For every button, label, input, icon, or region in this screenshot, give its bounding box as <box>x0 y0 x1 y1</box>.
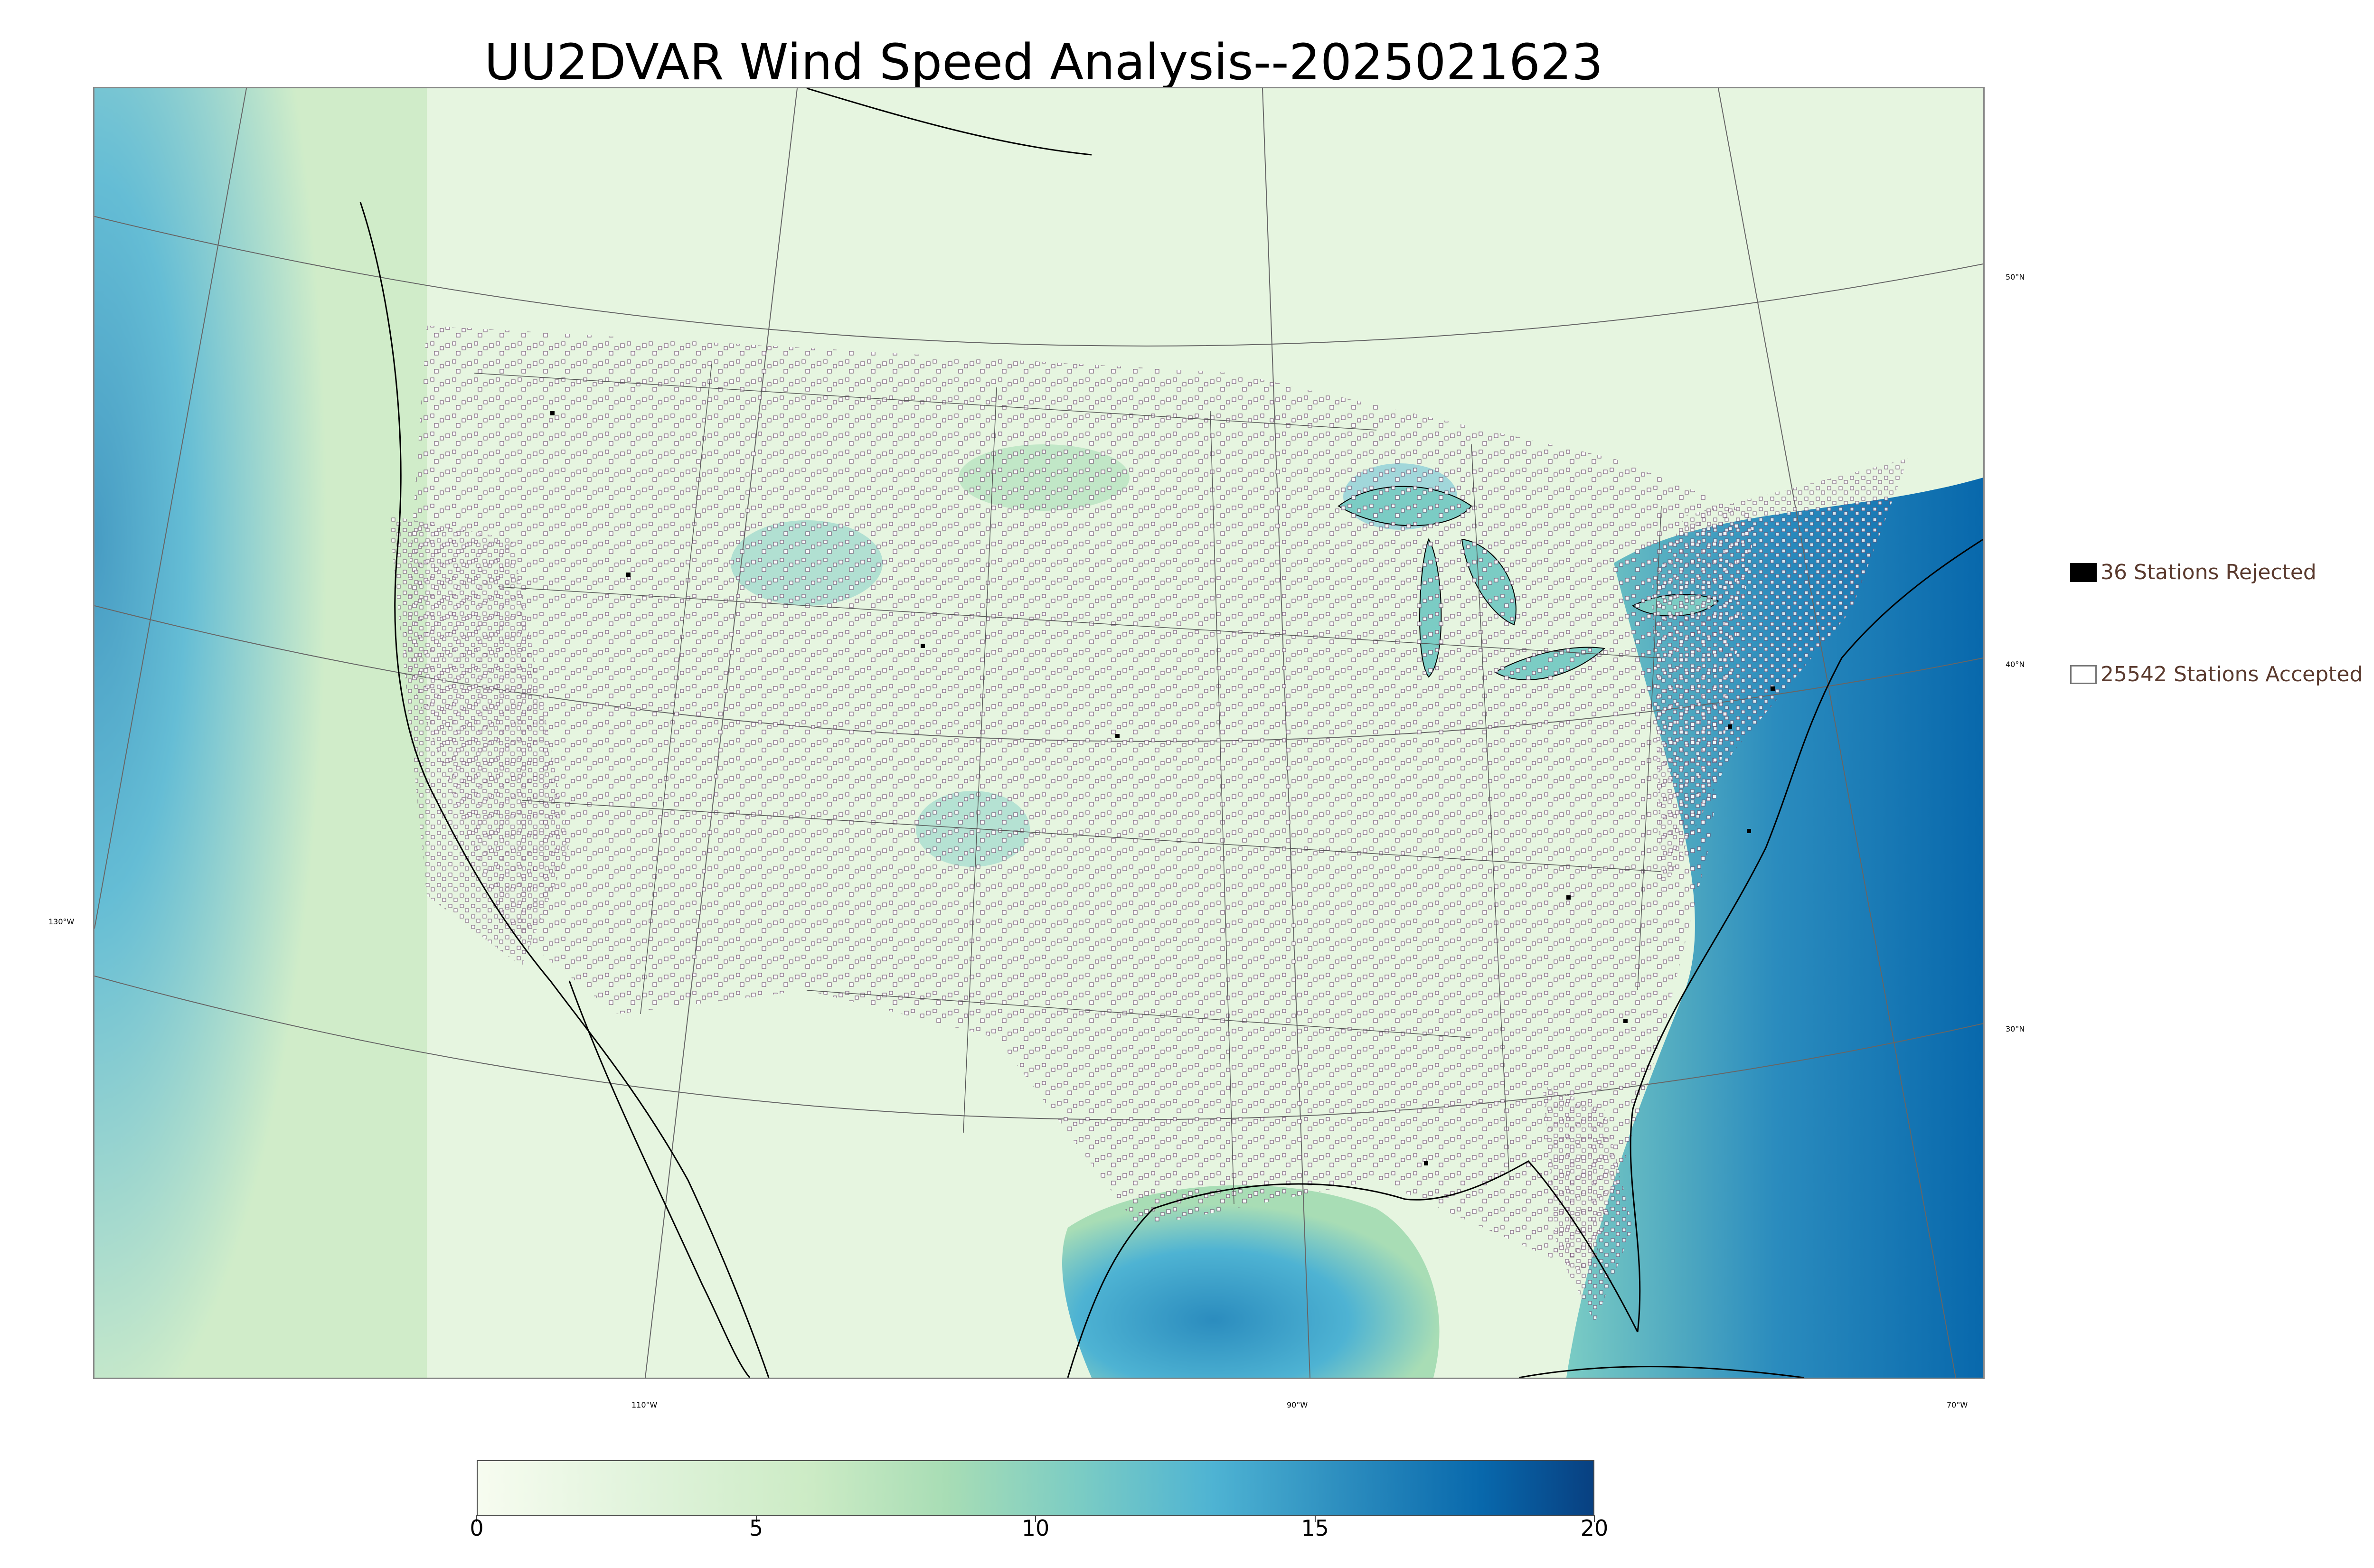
colorbar-tick-label: 0 <box>470 1515 484 1541</box>
colorbar-tick-label: 15 <box>1301 1515 1329 1541</box>
atlantic-coast <box>1630 538 1983 1333</box>
meridian-70w <box>1718 88 1956 1378</box>
colorbar-tick-label: 5 <box>749 1515 763 1541</box>
wind-speed-map <box>94 88 1983 1378</box>
legend-accepted-label: 25542 Stations Accepted <box>2101 662 2363 686</box>
pacific-wind-field <box>94 88 427 1378</box>
colorbar-tick-label: 10 <box>1021 1515 1050 1541</box>
gulf-wind-field <box>1062 1185 1440 1378</box>
station-markers-rejected <box>550 411 1775 1165</box>
colorbar-tick <box>1314 1515 1316 1522</box>
station-markers-accepted <box>403 326 1756 1275</box>
colorbar-tick <box>1035 1515 1036 1522</box>
coastline <box>359 88 1983 1378</box>
map-panel[interactable] <box>93 87 1985 1379</box>
meridian-130w <box>94 88 247 929</box>
colorbar-tick <box>755 1515 757 1522</box>
legend-rejected-label: 36 Stations Rejected <box>2101 560 2317 584</box>
parallel-30n <box>94 976 1983 1120</box>
lon-label-130w: 130°W <box>48 917 75 926</box>
cuba-coast <box>1518 1366 1804 1378</box>
legend-rejected: 36 Stations Rejected <box>2070 560 2317 584</box>
lat-label-50n: 50°N <box>2006 272 2025 282</box>
page-title: UU2DVAR Wind Speed Analysis--2025021623 <box>484 33 1603 91</box>
baja-gulf-coast <box>568 980 751 1378</box>
gulf-coast <box>1067 1160 1639 1378</box>
legend-accepted: 25542 Stations Accepted <box>2070 662 2363 686</box>
lat-label-30n: 30°N <box>2006 1024 2025 1033</box>
lon-label-90w: 90°W <box>1287 1400 1308 1409</box>
rejected-square-icon <box>2070 563 2097 582</box>
lon-label-110w: 110°W <box>631 1400 658 1409</box>
colorbar <box>477 1460 1594 1516</box>
lat-label-40n: 40°N <box>2006 660 2025 669</box>
accepted-square-icon <box>2070 665 2097 684</box>
lon-label-70w: 70°W <box>1947 1400 1968 1409</box>
pacific-coast <box>359 202 770 1378</box>
station-markers-west-coast <box>389 516 569 967</box>
station-markers-northeast <box>1652 459 1908 895</box>
colorbar-tick <box>476 1515 477 1522</box>
canada-lake-shore <box>806 88 1092 156</box>
parallel-50n <box>94 216 1983 347</box>
colorbar-tick-label: 20 <box>1580 1515 1609 1541</box>
station-markers-florida <box>1543 1085 1633 1323</box>
colorbar-tick <box>1594 1515 1595 1522</box>
state-borders <box>474 363 1662 1204</box>
